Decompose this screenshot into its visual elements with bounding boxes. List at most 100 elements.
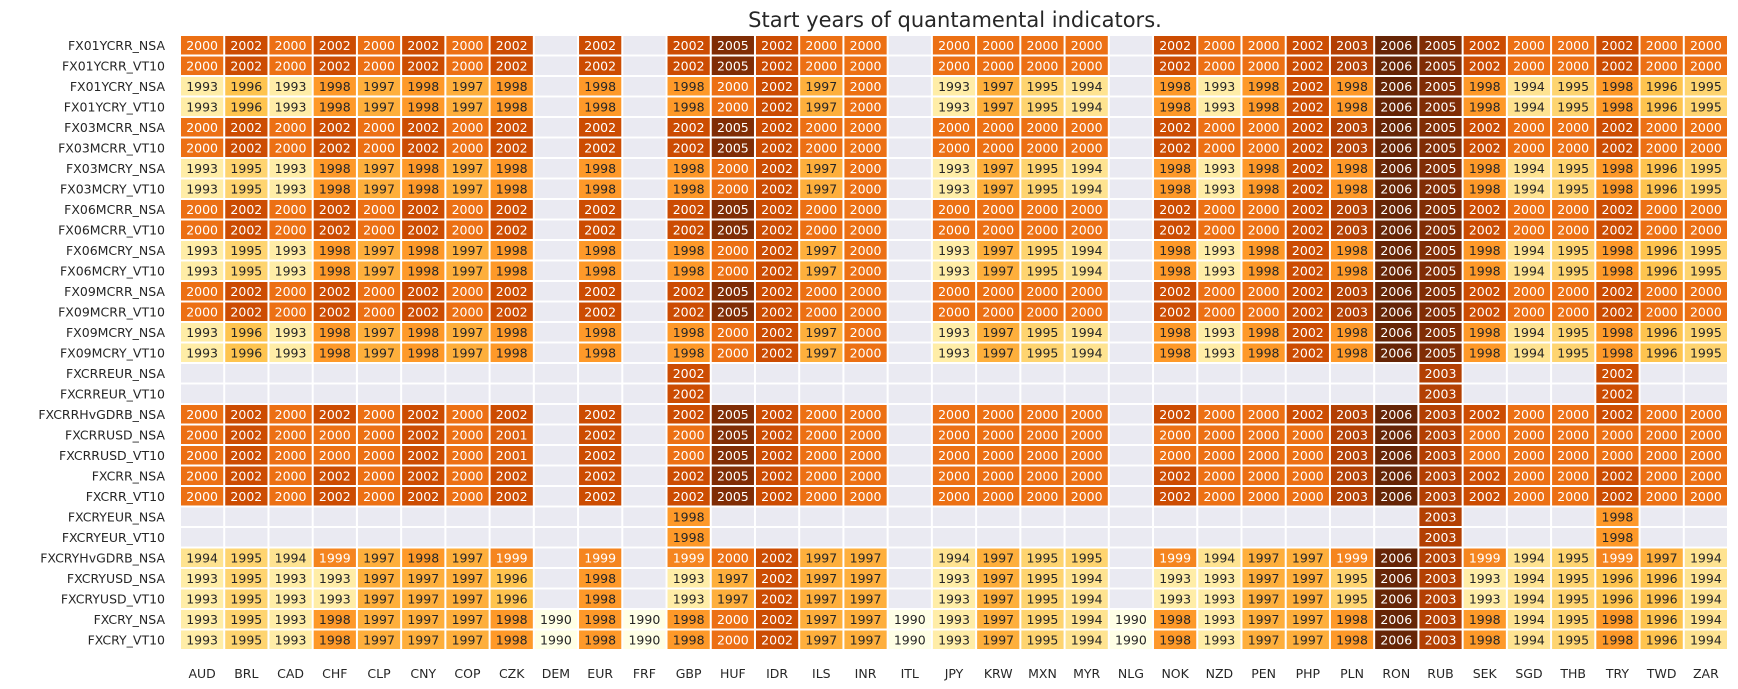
heatmap-cell <box>490 384 533 403</box>
heatmap-cell <box>1242 200 1285 219</box>
heatmap-cell <box>181 384 224 403</box>
heatmap-cell <box>1154 364 1197 383</box>
heatmap-cell <box>623 405 666 424</box>
heatmap-cell <box>1286 323 1329 342</box>
cell-value-label: 2000 <box>1646 202 1678 217</box>
heatmap-cell <box>1640 179 1683 198</box>
cell-value-label: 2000 <box>1646 140 1678 155</box>
cell-value-label: 1995 <box>1690 325 1722 340</box>
heatmap-cell <box>888 97 931 116</box>
cell-value-label: 1998 <box>319 345 351 360</box>
heatmap-cell <box>888 630 931 649</box>
cell-value-label: 1998 <box>407 243 439 258</box>
heatmap-cell <box>1065 302 1108 321</box>
heatmap-cell <box>667 200 710 219</box>
heatmap-cell <box>1640 466 1683 485</box>
cell-value-label: 2006 <box>1380 79 1412 94</box>
column-label: COP <box>454 666 481 681</box>
heatmap-cell <box>1419 364 1462 383</box>
cell-value-label: 2002 <box>761 304 793 319</box>
heatmap-cell <box>402 77 445 96</box>
heatmap-cell <box>1375 282 1418 301</box>
column-label: CLP <box>367 666 391 681</box>
cell-value-label: 2000 <box>938 427 970 442</box>
cell-value-label: 2000 <box>1248 468 1280 483</box>
heatmap-cell <box>800 630 843 649</box>
heatmap-cell <box>313 610 356 629</box>
cell-value-label: 1997 <box>805 345 837 360</box>
cell-value-label: 1998 <box>673 161 705 176</box>
heatmap-cell <box>269 118 312 137</box>
heatmap-cell <box>1198 384 1241 403</box>
heatmap-cell <box>181 343 224 362</box>
heatmap-cell <box>888 343 931 362</box>
cell-value-label: 2006 <box>1380 161 1412 176</box>
heatmap-cell <box>932 261 976 280</box>
cell-value-label: 2000 <box>1557 427 1589 442</box>
heatmap-cell <box>579 405 622 424</box>
cell-value-label: 1998 <box>1248 181 1280 196</box>
cell-value-label: 1993 <box>275 99 307 114</box>
heatmap-cell <box>1242 528 1285 547</box>
heatmap-cell <box>977 36 1020 55</box>
heatmap-cell <box>1375 610 1418 629</box>
heatmap-cell <box>844 138 887 157</box>
heatmap-cell <box>1507 200 1551 219</box>
heatmap-cell <box>269 77 312 96</box>
cell-value-label: 1994 <box>1690 550 1722 565</box>
heatmap-cell <box>1330 364 1374 383</box>
heatmap-cell <box>623 425 666 444</box>
cell-value-label: 2006 <box>1380 222 1412 237</box>
heatmap-cell <box>623 200 666 219</box>
cell-value-label: 2003 <box>1425 509 1457 524</box>
heatmap-cell <box>579 241 622 260</box>
cell-value-label: 1997 <box>363 243 395 258</box>
heatmap-cell <box>269 630 312 649</box>
heatmap-cell <box>800 548 843 567</box>
column-label: CHF <box>322 666 347 681</box>
heatmap-cell <box>755 118 799 137</box>
cell-value-label: 2000 <box>1071 202 1103 217</box>
row-label: FXCRYUSD_VT10 <box>61 591 165 606</box>
heatmap-cell <box>490 118 533 137</box>
heatmap-cell <box>623 118 666 137</box>
cell-value-label: 1998 <box>1469 632 1501 647</box>
cell-value-label: 1995 <box>230 243 262 258</box>
heatmap-cell <box>1330 200 1374 219</box>
heatmap-cell <box>534 261 578 280</box>
heatmap-cell <box>1330 343 1374 362</box>
heatmap-cell <box>1419 487 1462 506</box>
cell-value-label: 2000 <box>673 448 705 463</box>
heatmap-cell <box>1552 77 1595 96</box>
heatmap-cell <box>1021 528 1064 547</box>
cell-value-label: 1993 <box>938 263 970 278</box>
heatmap-cell <box>932 77 976 96</box>
cell-value-label: 2000 <box>717 161 749 176</box>
cell-value-label: 2006 <box>1380 468 1412 483</box>
cell-value-label: 1998 <box>319 632 351 647</box>
cell-value-label: 1993 <box>275 571 307 586</box>
cell-value-label: 2000 <box>1646 304 1678 319</box>
heatmap-cell <box>1021 159 1064 178</box>
row-label: FX01YCRR_NSA <box>68 38 165 53</box>
heatmap-cell <box>490 405 533 424</box>
heatmap-cell <box>667 487 710 506</box>
heatmap-cell <box>1198 487 1241 506</box>
heatmap-cell <box>1640 343 1683 362</box>
cell-value-label: 2002 <box>230 489 262 504</box>
heatmap-cell <box>1021 384 1064 403</box>
cell-value-label: 1993 <box>1159 591 1191 606</box>
heatmap-cell <box>800 487 843 506</box>
heatmap-cell <box>1684 528 1727 547</box>
heatmap-cell <box>1463 630 1506 649</box>
heatmap-cell <box>1330 302 1374 321</box>
heatmap-cell <box>446 200 489 219</box>
cell-value-label: 1993 <box>938 99 970 114</box>
cell-value-label: 1998 <box>584 632 616 647</box>
heatmap-cell <box>534 364 578 383</box>
cell-value-label: 2002 <box>496 202 528 217</box>
heatmap-cell <box>1375 548 1418 567</box>
heatmap-cell <box>1021 179 1064 198</box>
cell-value-label: 2000 <box>982 407 1014 422</box>
heatmap-cell <box>667 446 710 465</box>
